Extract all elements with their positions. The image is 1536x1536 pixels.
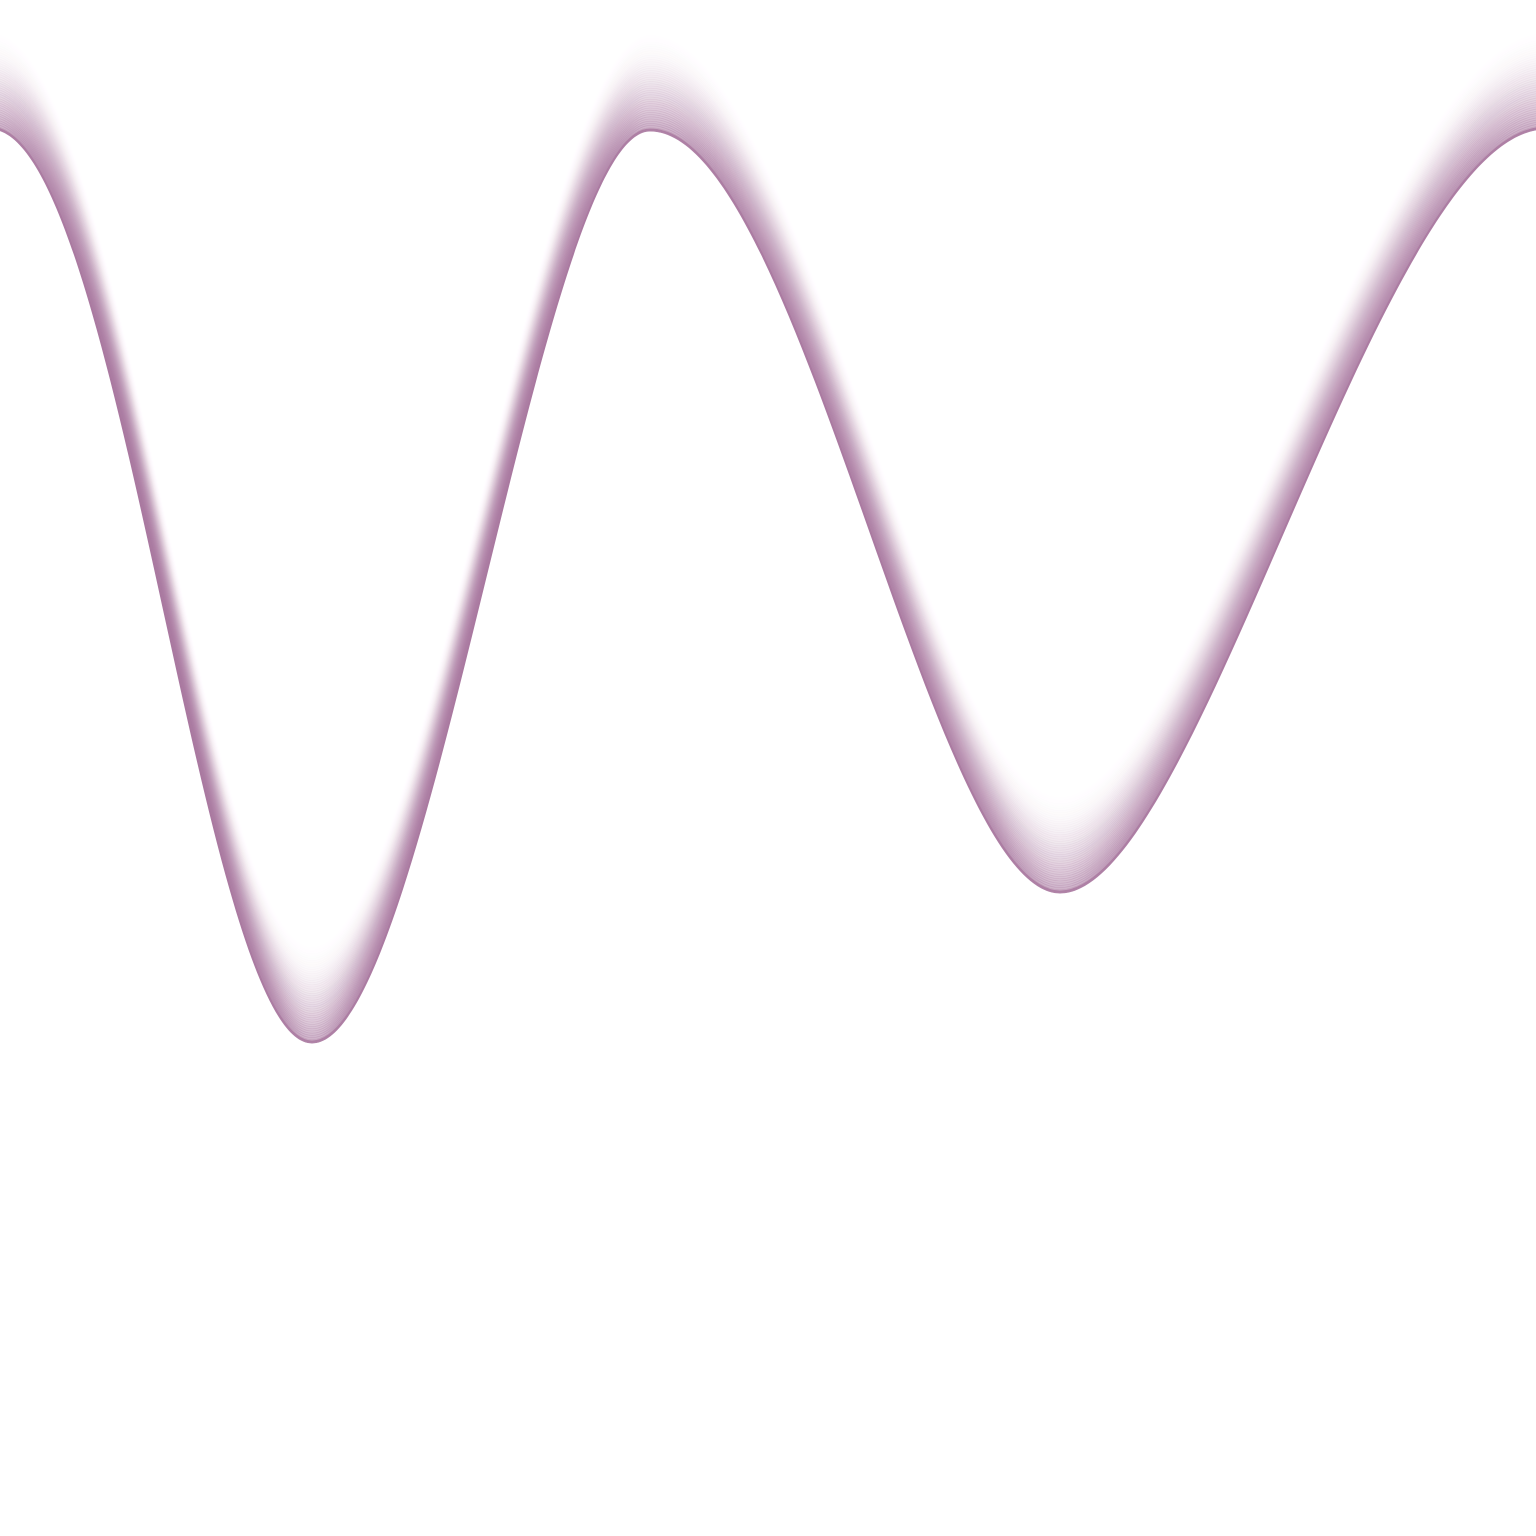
wave-glow-layer [0, 62, 1536, 981]
wave-glow-layer [0, 73, 1536, 992]
wave-line [0, 127, 1536, 1044]
wave-glow-layer [0, 84, 1536, 1003]
wave-glow-layer [0, 111, 1536, 1030]
wave-glow-layer [0, 67, 1536, 986]
wave-glow-layer [0, 109, 1536, 1027]
wave-glow-layer [0, 89, 1536, 1008]
wave-glow-layer [0, 78, 1536, 997]
wave-glow-layer [0, 117, 1536, 1036]
wave-glow-layer [0, 95, 1536, 1014]
wave-glow-layer [0, 120, 1536, 1038]
wave-glow-layer [0, 104, 1536, 1023]
wave-glow-layer [0, 76, 1536, 994]
wave-glow-layer [0, 65, 1536, 983]
wave-glow-layer [0, 82, 1536, 1001]
wave-glow-layer [0, 113, 1536, 1032]
wave-glow-layer [0, 98, 1536, 1016]
wave-glow-layer [0, 106, 1536, 1025]
wave-glow-layer [0, 71, 1536, 990]
wave-glow-layer [0, 69, 1536, 988]
wave-glow-layer [0, 87, 1536, 1005]
wave-glow-layer [0, 91, 1536, 1010]
wave-glow-layer [0, 102, 1536, 1021]
wave-glow-layer [0, 115, 1536, 1034]
wave-glow-layer [0, 93, 1536, 1012]
wave-glow-layer [0, 80, 1536, 999]
wave-glow-layer [0, 100, 1536, 1019]
wave-underside-fill [0, 130, 1536, 1536]
wave-glow [0, 62, 1536, 1045]
